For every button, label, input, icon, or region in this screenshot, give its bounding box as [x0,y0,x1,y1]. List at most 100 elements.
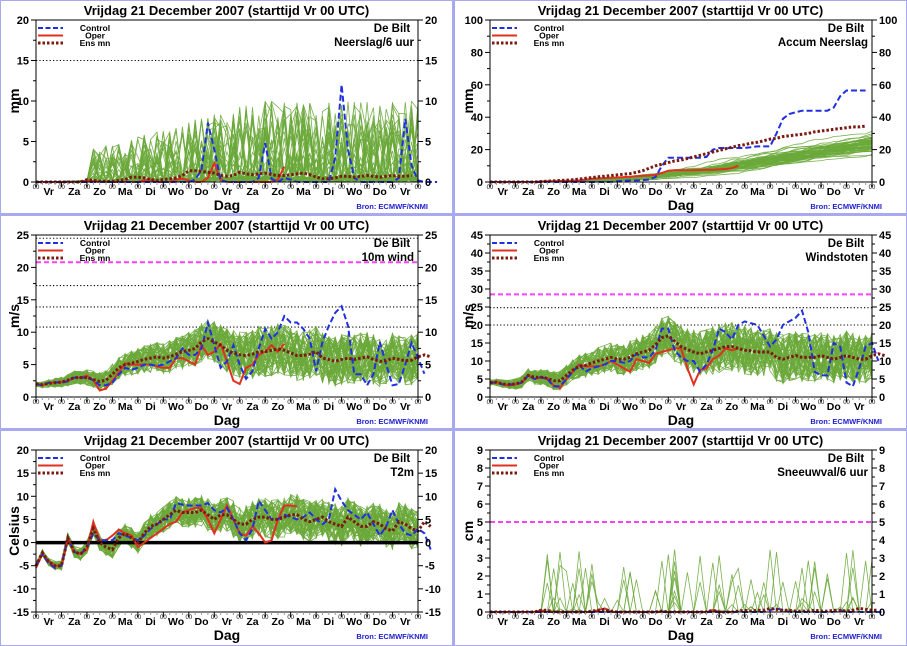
y-tick-label: 5 [425,360,431,372]
ensemble-member-line [490,564,872,613]
y-tick-label: 1 [477,589,483,601]
y-tick-label: 5 [425,137,431,149]
source-label: Bron: ECMWF/KNMI [356,202,428,211]
day-label: Zo [93,186,106,198]
hour-tick-label: 00 [716,615,723,621]
day-label: Do [649,616,663,628]
day-label: Do [827,401,841,413]
y-tick-label: 45 [879,230,891,242]
series-control [35,486,432,570]
y-tick-label: 20 [879,145,891,157]
chart-t2m: Vrijdag 21 December 2007 (starttijd Vr 0… [6,433,441,643]
hour-tick-label: 00 [690,400,697,406]
day-label: Za [522,186,534,198]
day-label: Ma [750,616,765,628]
hour-tick-label: 00 [690,185,697,191]
hour-tick-label: 00 [792,615,799,621]
y-tick-label: 35 [879,266,891,278]
hour-tick-label: 00 [843,615,850,621]
y-tick-label: 40 [879,248,891,260]
y-tick-label: 45 [471,230,483,242]
day-label: Di [145,401,156,413]
day-label: Ma [572,186,587,198]
location-label: De Bilt [828,453,865,465]
hour-tick-label: 00 [84,400,91,406]
legend-label: Oper [539,31,560,41]
day-label: Wo [346,616,362,628]
ensemble-member-line [490,568,872,613]
legend-label: Ens mn [534,468,565,478]
hour-tick-label: 00 [236,615,243,621]
x-axis-label: Dag [214,197,240,213]
hour-tick-label: 00 [690,615,697,621]
y-tick-label: 15 [425,56,437,68]
ensemble-members [490,549,873,613]
legend-label: Control [534,238,564,248]
hour-tick-label: 00 [287,400,294,406]
day-label: Ma [296,401,311,413]
hour-tick-label: 00 [639,185,646,191]
ensemble-member-line [35,497,419,568]
hour-tick-label: 00 [843,185,850,191]
location-label: De Bilt [374,238,411,250]
series-control [35,304,426,388]
y-tick-label: 20 [879,320,891,332]
y-tick-label: 10 [17,96,29,108]
hour-tick-label: 00 [767,185,774,191]
day-label: Za [522,616,534,628]
hour-tick-label: 00 [211,615,218,621]
ensemble-member-line [490,585,872,613]
hour-tick-label: 00 [135,185,142,191]
hour-tick-label: 00 [639,615,646,621]
location-label: De Bilt [828,23,865,35]
hour-tick-label: 00 [160,185,167,191]
day-label: Ma [750,186,765,198]
y-tick-label: 0 [23,177,29,189]
hour-tick-label: 00 [313,400,320,406]
y-tick-label: 4 [477,535,484,547]
hour-tick-label: 00 [614,185,621,191]
hour-tick-label: 00 [415,615,422,621]
hour-tick-label: 00 [185,615,192,621]
hour-tick-label: 00 [160,400,167,406]
ensemble-member-line [490,568,872,613]
legend-label: Control [534,453,564,463]
day-label: Do [373,401,387,413]
y-tick-label: 5 [879,517,885,529]
day-label: Vr [400,401,411,413]
hour-tick-label: 00 [338,615,345,621]
y-axis-label: cm [460,521,476,541]
y-tick-label: 20 [17,445,29,457]
hour-tick-label: 00 [58,615,65,621]
day-label: Zo [726,401,739,413]
day-label: Di [778,401,789,413]
day-label: Di [324,616,335,628]
day-label: Za [522,401,534,413]
legend-label: Ens mn [80,468,111,478]
series-ens-mn [34,508,432,568]
y-tick-label: 5 [425,514,431,526]
hour-tick-label: 00 [538,400,545,406]
ensemble-member-line [490,549,873,613]
hour-tick-label: 00 [84,615,91,621]
day-label: Do [827,616,841,628]
hour-tick-label: 00 [338,185,345,191]
panel-windstoten: Vrijdag 21 December 2007 (starttijd Vr 0… [455,216,906,428]
panel-accum-neerslag: Vrijdag 21 December 2007 (starttijd Vr 0… [455,1,906,213]
hour-tick-label: 00 [563,400,570,406]
series-ens-mn [489,334,886,386]
location-label: De Bilt [374,453,411,465]
day-label: Zo [547,186,560,198]
hour-tick-label: 00 [185,400,192,406]
y-tick-label: 0 [477,607,483,619]
y-tick-label: 30 [471,284,483,296]
hour-tick-label: 00 [869,400,876,406]
hour-tick-label: 00 [364,185,371,191]
day-label: Za [68,616,80,628]
day-label: Za [700,616,712,628]
y-tick-label: 25 [471,302,483,314]
y-tick-label: 5 [477,517,483,529]
